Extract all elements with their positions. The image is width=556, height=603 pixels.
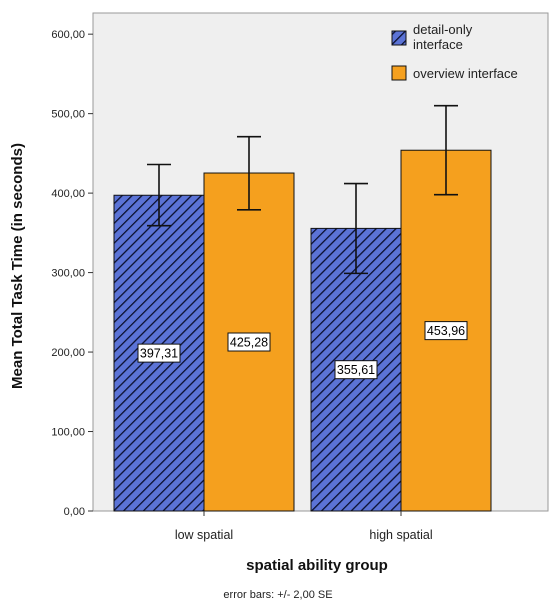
value-label-box (227, 332, 271, 352)
legend-overview-label: overview interface (413, 66, 518, 81)
y-tick-label: 300,00 (51, 268, 85, 280)
x-tick-label: high spatial (369, 528, 432, 542)
y-tick-label: 500,00 (51, 109, 85, 121)
value-label-box (334, 360, 378, 380)
x-tick-label: low spatial (175, 528, 233, 542)
y-axis-title: Mean Total Task Time (in seconds) (9, 143, 26, 389)
y-tick-label: 0,00 (64, 506, 85, 518)
y-tick-label: 200,00 (51, 347, 85, 359)
value-label-overview: 453,96 (427, 324, 465, 338)
x-axis-title: spatial ability group (246, 557, 388, 574)
value-label-detail-only: 355,61 (337, 363, 375, 377)
value-label-detail-only: 397,31 (140, 347, 178, 361)
legend-detail-only-label: detail-only interface (413, 22, 473, 52)
value-label-box (137, 343, 181, 363)
y-tick-label: 100,00 (51, 427, 85, 439)
value-label-overview: 425,28 (230, 336, 268, 350)
error-bar-note: error bars: +/- 2,00 SE (223, 589, 332, 601)
value-label-box (424, 321, 468, 341)
y-tick-label: 400,00 (51, 188, 85, 200)
legend-detail-only-swatch (391, 30, 407, 46)
legend-overview-swatch (391, 65, 407, 81)
y-tick-label: 600,00 (51, 29, 85, 41)
